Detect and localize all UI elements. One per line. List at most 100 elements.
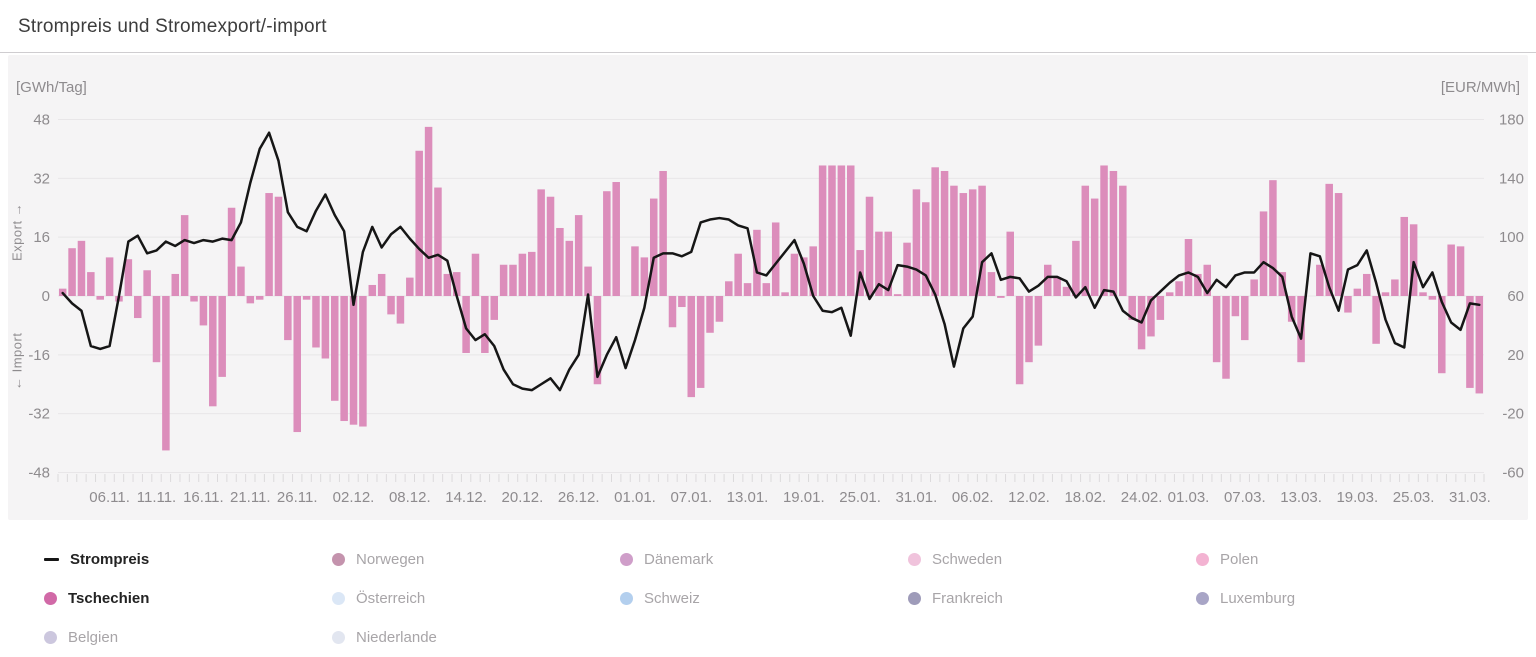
- export-import-bar[interactable]: [1438, 296, 1446, 374]
- export-import-bar[interactable]: [1241, 296, 1249, 341]
- export-import-bar[interactable]: [443, 273, 452, 296]
- legend-item-tschechien[interactable]: Tschechien: [44, 590, 332, 607]
- export-import-bar[interactable]: [133, 296, 142, 319]
- export-import-bar[interactable]: [1175, 281, 1183, 296]
- export-import-bar[interactable]: [1100, 165, 1108, 296]
- export-import-bar[interactable]: [1053, 277, 1061, 297]
- export-import-bar[interactable]: [762, 283, 771, 296]
- export-import-bar[interactable]: [884, 231, 893, 296]
- export-import-bar[interactable]: [162, 296, 170, 451]
- export-import-bar[interactable]: [237, 266, 245, 296]
- export-import-bar[interactable]: [546, 196, 555, 296]
- legend-item-norwegen[interactable]: Norwegen: [332, 551, 620, 568]
- export-import-bar[interactable]: [950, 185, 958, 296]
- export-import-bar[interactable]: [1119, 185, 1127, 296]
- export-import-bar[interactable]: [1344, 296, 1352, 313]
- export-import-bar[interactable]: [696, 296, 705, 388]
- export-import-bar[interactable]: [518, 253, 527, 296]
- export-import-bar[interactable]: [1034, 296, 1043, 346]
- export-import-bar[interactable]: [387, 296, 395, 315]
- export-import-bar[interactable]: [190, 296, 198, 302]
- export-import-bar[interactable]: [743, 283, 752, 296]
- export-import-bar[interactable]: [1184, 239, 1193, 296]
- export-import-bar[interactable]: [1428, 296, 1437, 300]
- export-import-bar[interactable]: [1456, 246, 1465, 296]
- export-import-bar[interactable]: [246, 296, 255, 304]
- export-import-bar[interactable]: [415, 150, 423, 296]
- export-import-bar[interactable]: [1222, 296, 1230, 379]
- export-import-bar[interactable]: [312, 296, 320, 348]
- export-import-bar[interactable]: [359, 296, 367, 427]
- export-import-bar[interactable]: [1287, 296, 1296, 322]
- export-import-bar[interactable]: [105, 257, 114, 296]
- export-import-bar[interactable]: [143, 270, 151, 296]
- legend-item-niederlande[interactable]: Niederlande: [332, 629, 620, 646]
- export-import-bar[interactable]: [331, 296, 339, 401]
- export-import-bar[interactable]: [678, 296, 686, 308]
- export-import-bar[interactable]: [668, 296, 677, 328]
- export-import-bar[interactable]: [152, 296, 161, 363]
- export-import-bar[interactable]: [1409, 224, 1418, 296]
- export-import-bar[interactable]: [199, 296, 208, 326]
- export-import-bar[interactable]: [284, 296, 292, 341]
- export-import-bar[interactable]: [124, 259, 133, 296]
- export-import-bar[interactable]: [1334, 193, 1343, 296]
- export-import-bar[interactable]: [180, 215, 189, 296]
- export-import-bar[interactable]: [509, 264, 517, 296]
- strompreis-line[interactable]: [61, 131, 1481, 392]
- export-import-bar[interactable]: [912, 189, 921, 296]
- export-import-bar[interactable]: [340, 296, 348, 422]
- export-import-bar[interactable]: [771, 222, 780, 296]
- export-import-bar[interactable]: [1353, 288, 1362, 296]
- export-import-bar[interactable]: [218, 296, 226, 377]
- export-import-bar[interactable]: [1278, 272, 1287, 296]
- export-import-bar[interactable]: [1325, 183, 1333, 296]
- export-import-bar[interactable]: [875, 231, 883, 296]
- export-import-bar[interactable]: [1081, 185, 1090, 296]
- export-import-bar[interactable]: [687, 296, 696, 398]
- export-import-bar[interactable]: [1015, 296, 1024, 385]
- export-import-bar[interactable]: [715, 296, 724, 322]
- export-import-bar[interactable]: [1316, 264, 1324, 296]
- export-import-bar[interactable]: [1044, 264, 1052, 296]
- export-import-bar[interactable]: [68, 248, 76, 296]
- export-import-bar[interactable]: [640, 257, 649, 296]
- export-import-bar[interactable]: [846, 165, 855, 296]
- export-import-bar[interactable]: [828, 165, 836, 296]
- export-import-bar[interactable]: [556, 227, 564, 296]
- export-import-bar[interactable]: [903, 242, 911, 296]
- export-import-bar[interactable]: [1025, 296, 1033, 363]
- export-import-bar[interactable]: [368, 284, 377, 296]
- export-import-bar[interactable]: [818, 165, 827, 296]
- export-import-bar[interactable]: [649, 198, 658, 296]
- legend-item-frankreich[interactable]: Frankreich: [908, 590, 1196, 607]
- export-import-bar[interactable]: [1156, 296, 1165, 320]
- legend-item-schweden[interactable]: Schweden: [908, 551, 1196, 568]
- export-import-bar[interactable]: [893, 294, 902, 296]
- export-import-bar[interactable]: [1447, 244, 1455, 296]
- export-import-bar[interactable]: [865, 196, 874, 296]
- export-import-bar[interactable]: [499, 264, 508, 296]
- export-import-bar[interactable]: [931, 167, 939, 296]
- export-import-bar[interactable]: [959, 193, 968, 296]
- export-import-bar[interactable]: [593, 296, 602, 385]
- export-import-bar[interactable]: [490, 296, 498, 320]
- export-import-bar[interactable]: [837, 165, 846, 296]
- export-import-bar[interactable]: [1109, 170, 1118, 296]
- legend-item-schweiz[interactable]: Schweiz: [620, 590, 908, 607]
- legend-item-daenemark[interactable]: Dänemark: [620, 551, 908, 568]
- export-import-bar[interactable]: [706, 296, 714, 333]
- export-import-bar[interactable]: [800, 257, 808, 296]
- export-import-bar[interactable]: [612, 182, 620, 296]
- export-import-bar[interactable]: [77, 240, 86, 296]
- export-import-bar[interactable]: [1165, 292, 1174, 296]
- export-import-bar[interactable]: [574, 215, 583, 296]
- export-import-bar[interactable]: [1391, 279, 1399, 296]
- export-import-bar[interactable]: [603, 191, 611, 296]
- export-import-bar[interactable]: [1362, 273, 1371, 296]
- export-import-bar[interactable]: [209, 296, 217, 407]
- legend-item-oesterreich[interactable]: Österreich: [332, 590, 620, 607]
- export-import-bar[interactable]: [978, 185, 986, 296]
- export-import-bar[interactable]: [584, 266, 592, 296]
- export-import-bar[interactable]: [753, 229, 761, 296]
